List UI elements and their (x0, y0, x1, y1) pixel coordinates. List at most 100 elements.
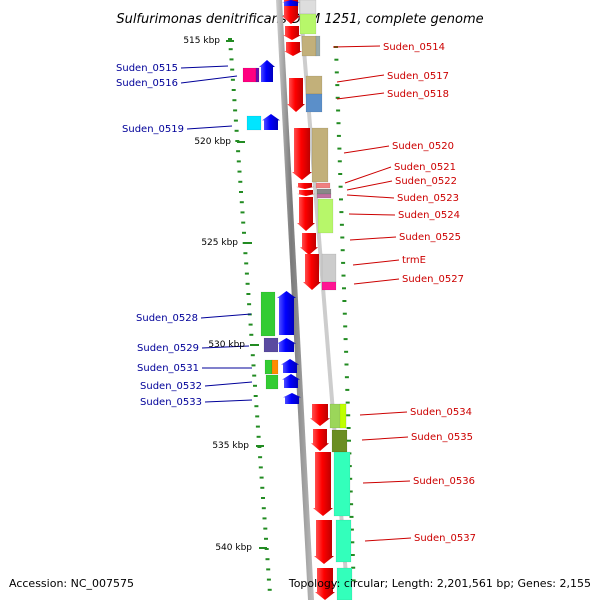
tick-mark (236, 150, 241, 153)
scale-label-525: 525 kbp (201, 238, 238, 248)
gene-track (242, 0, 353, 600)
gene-suden-0517[interactable] (287, 78, 305, 112)
gene-label-suden-0515[interactable]: Suden_0515 (116, 63, 178, 74)
gene-suden-0533[interactable] (283, 393, 301, 404)
gene-reverse[interactable] (284, 42, 302, 56)
gene-reverse[interactable] (283, 26, 301, 40)
tick-mark (343, 325, 348, 328)
tick-mark (344, 376, 349, 379)
gene-label-suden-0527[interactable]: Suden_0527 (402, 274, 464, 285)
tick-mark (334, 71, 339, 74)
tick-mark (261, 497, 265, 499)
tick-mark (346, 414, 351, 417)
tick-mark (345, 388, 350, 391)
gene-label-suden-0525[interactable]: Suden_0525 (399, 232, 461, 243)
tick-mark (341, 261, 346, 264)
tick-mark (349, 515, 354, 518)
tick-mark (335, 84, 340, 87)
scale-label-515: 515 kbp (183, 36, 220, 46)
gene-label-suden-0522[interactable]: Suden_0522 (395, 176, 457, 187)
leader-line (200, 313, 252, 319)
tick-mark (336, 109, 341, 112)
gene-suden-0537[interactable] (314, 520, 334, 564)
gene-label-suden-0523[interactable]: Suden_0523 (397, 193, 459, 204)
tick-mark (256, 435, 261, 438)
gene-suden-0535[interactable] (311, 429, 329, 451)
leader-line (201, 345, 250, 349)
leader-line (204, 399, 253, 403)
tick-mark (247, 303, 252, 306)
gene-label-suden-0529[interactable]: Suden_0529 (137, 343, 199, 354)
cog-box (301, 35, 317, 57)
cog-box-suden-0519 (246, 115, 262, 131)
gene-suden-0523[interactable] (297, 197, 315, 231)
tick-mark (249, 333, 254, 336)
gene-label-suden-0524[interactable]: Suden_0524 (398, 210, 460, 221)
cog-box (339, 403, 347, 429)
tick-mark (339, 223, 344, 226)
tick-mark (233, 109, 238, 112)
gene-suden-0520[interactable] (292, 128, 312, 180)
gene-label-suden-0532[interactable]: Suden_0532 (140, 381, 202, 392)
gene-label-suden-0514[interactable]: Suden_0514 (383, 42, 445, 53)
gene-suden-0515[interactable] (259, 60, 275, 82)
gene-label-suden-0531[interactable]: Suden_0531 (137, 363, 199, 374)
gene-label-suden-0518[interactable]: Suden_0518 (387, 89, 449, 100)
cog-box (317, 198, 334, 234)
gene-suden-0532[interactable] (282, 374, 300, 388)
gene-label-suden-0528[interactable]: Suden_0528 (136, 313, 198, 324)
gene-reverse[interactable] (315, 568, 335, 600)
gene-label-suden-0519[interactable]: Suden_0519 (122, 124, 184, 135)
tick-mark (259, 476, 264, 479)
leader-line (364, 537, 412, 542)
gene-suden-0531[interactable] (281, 359, 299, 373)
tick-mark (234, 129, 239, 132)
tick-mark (236, 160, 241, 163)
gene-suden-0521[interactable] (296, 183, 314, 189)
gene-suden-0519[interactable] (262, 114, 280, 130)
leader-line (361, 436, 409, 441)
tick-mark (261, 507, 266, 510)
tick-mark (263, 527, 268, 530)
cog-box (305, 93, 323, 113)
gene-label-suden-0535[interactable]: Suden_0535 (411, 432, 473, 443)
gene-suden-0534[interactable] (310, 404, 330, 426)
tick-mark (344, 363, 349, 366)
gene-label-suden-0516[interactable]: Suden_0516 (116, 78, 178, 89)
scale-label-520: 520 kbp (194, 137, 231, 147)
gene-label-suden-0534[interactable]: Suden_0534 (410, 407, 472, 418)
leader-line (346, 194, 395, 199)
gene-suden-0525[interactable] (300, 233, 318, 255)
gene-label-suden-0537[interactable]: Suden_0537 (414, 533, 476, 544)
gene-label-suden-0517[interactable]: Suden_0517 (387, 71, 449, 82)
tick-mark (237, 170, 242, 173)
tick-mark (251, 364, 256, 367)
tick-mark (350, 541, 355, 544)
gene-suden-0529[interactable] (277, 338, 296, 352)
tick-mark (255, 425, 260, 428)
tick-mark (243, 252, 248, 255)
leader-line (359, 411, 408, 416)
gene-label-suden-0521[interactable]: Suden_0521 (394, 162, 456, 173)
tick-mark (231, 89, 236, 91)
leader-line (346, 180, 393, 191)
gene-label-suden-0520[interactable]: Suden_0520 (392, 141, 454, 152)
gene-suden-0536[interactable] (313, 452, 333, 516)
cog-box-suden-0516 (242, 67, 257, 83)
gene-label-suden-0533[interactable]: Suden_0533 (140, 397, 202, 408)
gene-label-suden-0536[interactable]: Suden_0536 (413, 476, 475, 487)
tick-mark (255, 415, 260, 418)
gene-suden-0522[interactable] (297, 190, 315, 196)
tick-mark (253, 395, 258, 397)
tick-mark (267, 588, 272, 591)
gene-suden-0528[interactable] (277, 291, 296, 335)
gene-trme[interactable] (303, 254, 321, 290)
accession-text: Accession: NC_007575 (9, 577, 135, 590)
tick-mark (266, 568, 271, 571)
gene-label-trme[interactable]: trmE (402, 255, 426, 266)
tick-mark (344, 350, 349, 353)
leader-line (180, 75, 238, 84)
scale-tick (256, 445, 264, 447)
scale-label-535: 535 kbp (212, 441, 249, 451)
gene-forward[interactable] (282, 0, 300, 6)
